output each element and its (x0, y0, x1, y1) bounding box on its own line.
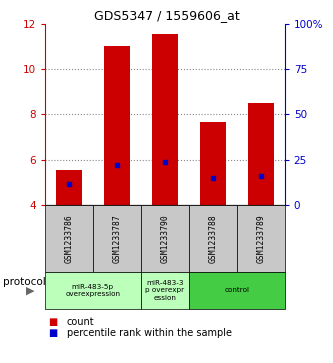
Text: count: count (67, 317, 94, 327)
Text: GDS5347 / 1559606_at: GDS5347 / 1559606_at (94, 9, 239, 22)
Text: GSM1233787: GSM1233787 (112, 214, 122, 263)
Text: percentile rank within the sample: percentile rank within the sample (67, 328, 231, 338)
Bar (152, 34, 178, 205)
Text: GSM1233790: GSM1233790 (160, 214, 169, 263)
Text: ■: ■ (48, 317, 58, 327)
Text: ▶: ▶ (26, 285, 34, 295)
Text: GSM1233789: GSM1233789 (256, 214, 265, 263)
Text: ■: ■ (48, 328, 58, 338)
Text: control: control (224, 287, 249, 293)
Bar (104, 46, 130, 205)
Text: GSM1233788: GSM1233788 (208, 214, 217, 263)
Text: protocol: protocol (3, 277, 46, 287)
Text: GSM1233786: GSM1233786 (64, 214, 74, 263)
Text: miR-483-3
p overexpr
ession: miR-483-3 p overexpr ession (145, 280, 184, 301)
Bar (247, 103, 274, 205)
Text: miR-483-5p
overexpression: miR-483-5p overexpression (65, 284, 121, 297)
Bar (199, 122, 226, 205)
Bar (56, 170, 82, 205)
